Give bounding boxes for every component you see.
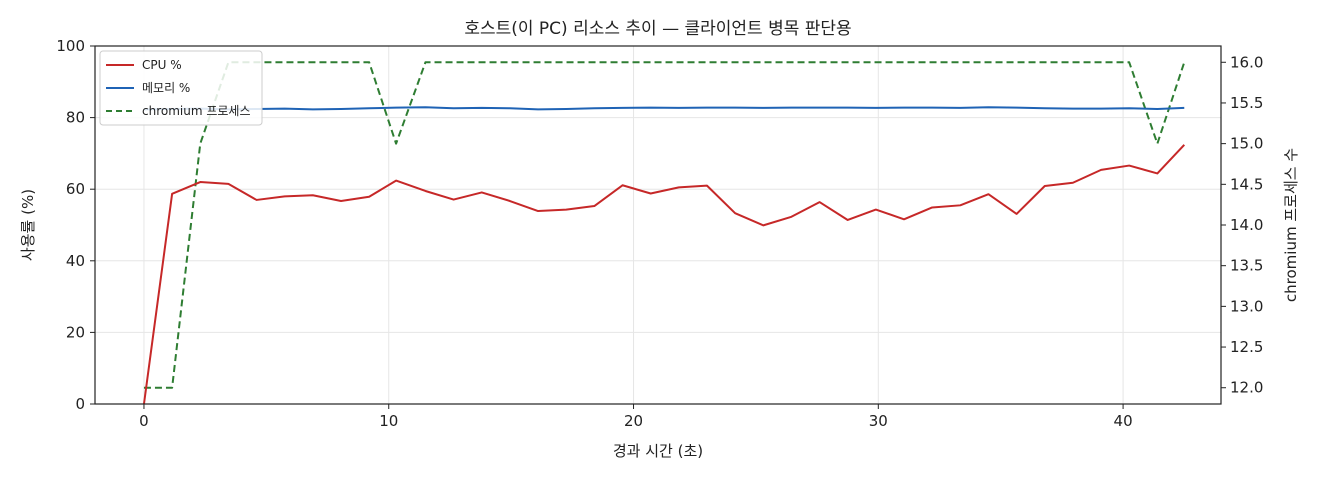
x-tick-label: 0 xyxy=(139,412,149,430)
series-line-memory xyxy=(143,106,1185,111)
legend: CPU % 메모리 % chromium 프로세스 xyxy=(99,50,263,126)
legend-label-cpu: CPU % xyxy=(142,58,182,72)
y2-tick-label: 15.5 xyxy=(1230,94,1263,112)
y2-tick-label: 14.5 xyxy=(1230,175,1263,193)
y2-axis-label: chromium 프로세스 수 xyxy=(1282,148,1300,302)
series-line-cpu xyxy=(142,144,1186,405)
y-tick-label: 60 xyxy=(66,180,85,198)
y2-tick-label: 13.0 xyxy=(1230,297,1263,315)
x-tick-label: 30 xyxy=(869,412,888,430)
x-tick-label: 40 xyxy=(1114,412,1133,430)
x-axis: 0 10 20 30 40 xyxy=(139,404,1133,430)
series-line-chromium xyxy=(143,61,1186,389)
y2-tick-label: 14.0 xyxy=(1230,216,1263,234)
y-axis-left: 0 20 40 60 80 100 xyxy=(56,37,95,413)
x-axis-label: 경과 시간 (초) xyxy=(613,442,703,460)
y-tick-label: 20 xyxy=(66,323,85,341)
y-tick-label: 80 xyxy=(66,109,85,127)
legend-label-chromium: chromium 프로세스 xyxy=(142,104,251,118)
y-tick-label: 40 xyxy=(66,252,85,270)
y-axis-right: 12.0 12.5 13.0 13.5 14.0 14.5 15.0 15.5 16.0 xyxy=(1221,53,1263,397)
chart-title: 호스트(이 PC) 리소스 추이 — 클라이언트 병목 판단용 xyxy=(464,19,851,39)
x-tick-label: 10 xyxy=(379,412,398,430)
legend-label-memory: 메모리 % xyxy=(142,81,190,95)
y2-tick-label: 16.0 xyxy=(1230,53,1263,71)
x-tick-label: 20 xyxy=(624,412,643,430)
y-tick-label: 0 xyxy=(75,395,85,413)
y-tick-label: 100 xyxy=(56,37,85,55)
legend-box xyxy=(99,50,263,126)
y2-tick-label: 13.5 xyxy=(1230,257,1263,275)
series-layer xyxy=(142,61,1186,405)
y-axis-label: 사용률 (%) xyxy=(19,189,37,261)
y2-tick-label: 12.5 xyxy=(1230,338,1263,356)
y2-tick-label: 15.0 xyxy=(1230,135,1263,153)
y2-tick-label: 12.0 xyxy=(1230,379,1263,397)
